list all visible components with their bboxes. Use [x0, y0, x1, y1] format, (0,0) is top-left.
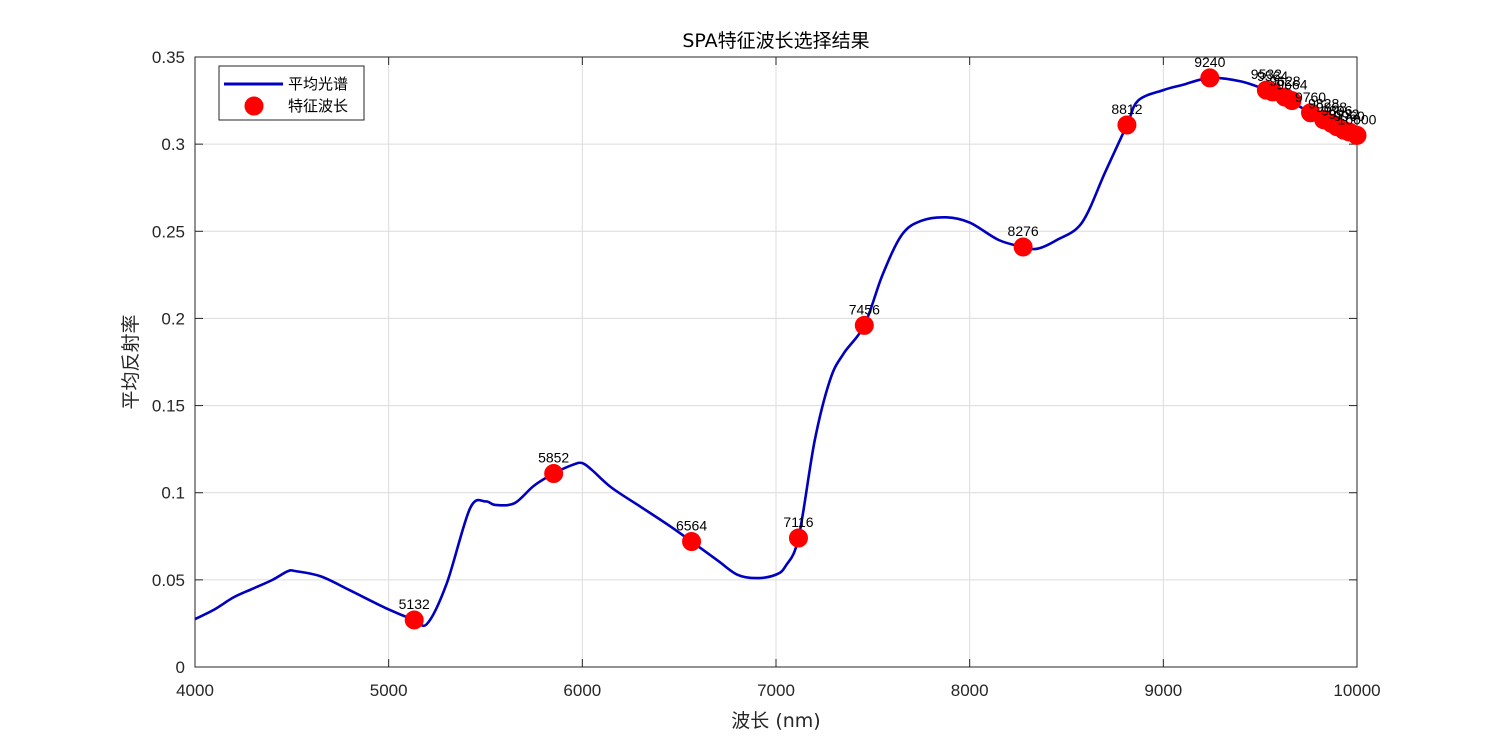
x-axis-title: 波长 (nm) [731, 710, 820, 732]
feature-wavelength-label: 9240 [1194, 54, 1225, 70]
chart-title: SPA特征波长选择结果 [682, 30, 869, 52]
x-tick-label: 8000 [951, 681, 989, 700]
feature-wavelength-marker [1282, 91, 1302, 111]
feature-wavelength-label: 5132 [399, 596, 430, 612]
y-tick-label: 0.3 [161, 135, 185, 154]
y-tick-label: 0.2 [161, 309, 185, 328]
feature-wavelength-label: 9628 [1269, 73, 1300, 89]
x-tick-label: 4000 [176, 681, 214, 700]
feature-wavelength-label: 9896 [1321, 103, 1352, 119]
feature-wavelength-label: 7116 [783, 514, 813, 530]
feature-wavelength-label: 9868 [1316, 99, 1347, 115]
y-tick-label: 0.15 [152, 397, 185, 416]
feature-wavelength-label: 7456 [849, 301, 880, 317]
feature-wavelength-marker [1013, 237, 1033, 257]
feature-wavelength-label: 9960 [1334, 108, 1365, 124]
x-tick-label: 9000 [1144, 681, 1182, 700]
marker-layer [404, 68, 1367, 630]
feature-wavelength-marker [1117, 115, 1137, 135]
y-tick-label: 0.25 [152, 222, 185, 241]
legend-entry-feature: 特征波长 [288, 97, 348, 115]
x-tick-label: 6000 [563, 681, 601, 700]
x-tick-label: 5000 [370, 681, 408, 700]
feature-wavelength-label: 9760 [1295, 89, 1326, 105]
feature-wavelength-label: 9828 [1308, 96, 1339, 112]
feature-wavelength-marker [1200, 68, 1220, 88]
feature-wavelength-label: 9532 [1251, 66, 1282, 82]
feature-wavelength-label: 10000 [1338, 111, 1377, 127]
data-label-layer: 5132 5852 6564 7116 7456 8276 8812 9240 95329564… [399, 54, 1377, 612]
feature-wavelength-label: 6564 [676, 518, 707, 534]
x-tick-label: 7000 [757, 681, 795, 700]
axes: 4000 5000 6000 7000 8000 9000 10000 0 0.05 0.1 0.1… [152, 48, 1381, 700]
y-tick-label: 0.35 [152, 48, 185, 67]
feature-wavelength-marker [854, 315, 874, 335]
y-tick-label: 0.05 [152, 571, 185, 590]
y-axis-title: 平均反射率 [120, 314, 142, 409]
feature-wavelength-marker [404, 610, 424, 630]
feature-wavelength-label: 9932 [1328, 106, 1359, 122]
feature-wavelength-marker [1347, 125, 1367, 145]
feature-wavelength-label: 9664 [1276, 77, 1307, 93]
legend-box [218, 65, 365, 121]
feature-wavelength-label: 8276 [1008, 223, 1039, 239]
feature-wavelength-marker [788, 528, 808, 548]
feature-wavelength-label: 8812 [1111, 101, 1142, 117]
x-tick-label: 10000 [1333, 681, 1380, 700]
legend: 平均光谱 特征波长 [218, 65, 365, 121]
feature-wavelength-marker [544, 464, 564, 484]
y-tick-label: 0 [176, 658, 185, 677]
legend-entry-spectrum: 平均光谱 [288, 75, 348, 93]
feature-wavelength-label: 9564 [1257, 68, 1288, 84]
legend-marker-swatch [244, 96, 264, 116]
y-tick-label: 0.1 [161, 484, 185, 503]
feature-wavelength-label: 5852 [538, 450, 569, 466]
feature-wavelength-marker [682, 532, 702, 552]
